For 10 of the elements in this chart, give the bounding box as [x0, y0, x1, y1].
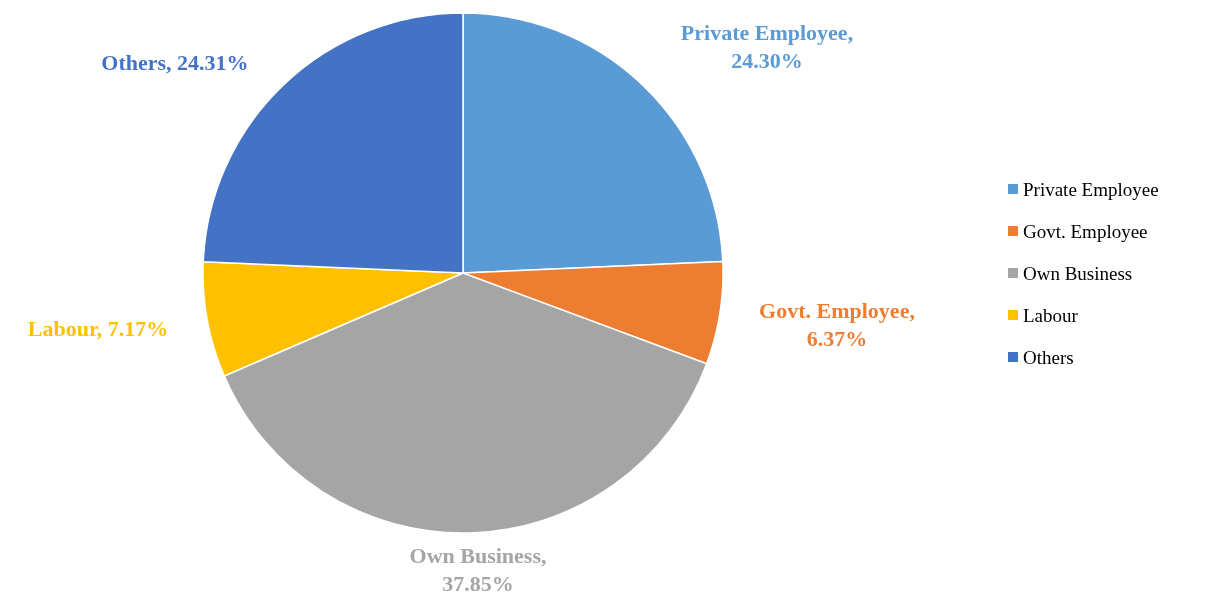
data-label: Private Employee, 24.30% — [680, 20, 854, 73]
legend-label: Private Employee — [1023, 179, 1159, 200]
data-label: Others, 24.31% — [101, 50, 249, 75]
data-label: Own Business, 37.85% — [409, 543, 547, 596]
legend-label: Own Business — [1023, 263, 1133, 284]
legend-label: Others — [1023, 347, 1074, 368]
legend-label: Labour — [1023, 305, 1079, 326]
data-label: Labour, 7.17% — [27, 316, 169, 341]
data-label: Govt. Employee, 6.37% — [759, 298, 915, 351]
legend-label: Govt. Employee — [1023, 221, 1148, 242]
